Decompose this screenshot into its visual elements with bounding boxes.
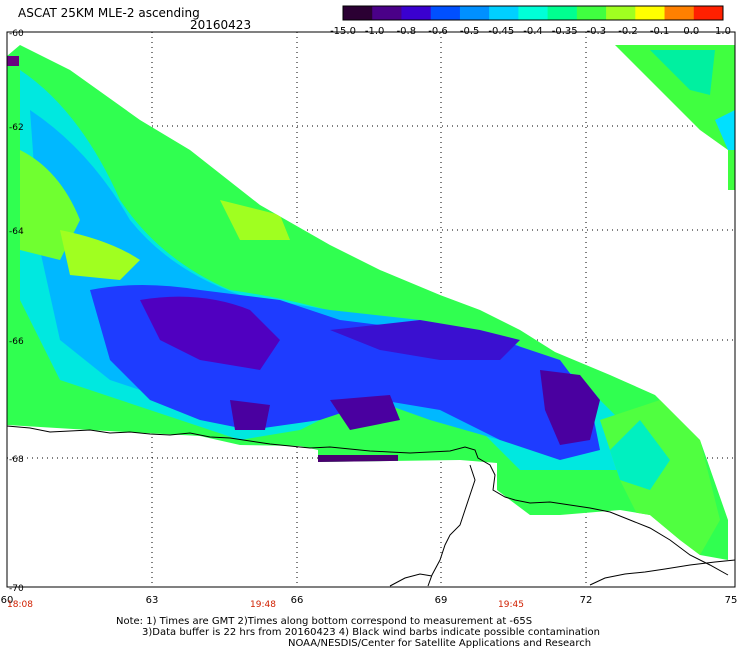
colorbar-swatch xyxy=(401,6,432,20)
colorbar-swatch xyxy=(693,6,724,20)
x-tick-label: 75 xyxy=(725,595,738,606)
x-tick-label: 72 xyxy=(580,595,593,606)
footnote-line-3: NOAA/NESDIS/Center for Satellite Applica… xyxy=(288,638,592,649)
colorbar-label: -0.2 xyxy=(618,26,638,37)
colorbar: -15.0 -1.0 -0.8 -0.6 -0.5 -0.45 -0.4 -0.35 -0.3-… xyxy=(330,5,731,37)
colorbar-frame xyxy=(342,5,724,21)
pass-time-label: 19:48 xyxy=(250,600,276,610)
colorbar-swatch xyxy=(430,6,461,20)
x-tick-label: 63 xyxy=(146,595,159,606)
colorbar-swatch xyxy=(547,6,578,20)
colorbar-swatch xyxy=(489,6,519,20)
pass-time-label: 19:45 xyxy=(498,600,524,610)
colorbar-label: -0.35 xyxy=(552,26,578,37)
map-date: 20160423 xyxy=(190,18,252,32)
wind-swath xyxy=(7,45,728,560)
colorbar-label: -15.0 xyxy=(330,26,356,37)
map-title: ASCAT 25KM MLE-2 ascending xyxy=(18,6,200,20)
colorbar-swatch xyxy=(459,6,490,20)
y-tick-label: -68 xyxy=(9,455,24,465)
axis-ticks: 60 63 66 69 72 75 -60 -62 -64 -66 -68 -70 18:08 19:48… xyxy=(1,29,738,610)
colorbar-label: -0.6 xyxy=(428,26,448,37)
colorbar-swatch xyxy=(518,6,549,20)
colorbar-label: -0.1 xyxy=(650,26,670,37)
colorbar-label: -0.45 xyxy=(488,26,514,37)
antarctic-coastline xyxy=(6,425,736,587)
colorbar-swatch xyxy=(343,6,373,20)
y-tick-label: -62 xyxy=(9,123,24,133)
footnote-line-2: 3)Data buffer is 22 hrs from 20160423 4)… xyxy=(142,627,600,638)
colorbar-label: -0.5 xyxy=(460,26,480,37)
northeast-swath-patch xyxy=(615,45,735,190)
x-tick-label: 60 xyxy=(1,595,14,606)
plot-frame xyxy=(6,31,736,588)
colorbar-swatch xyxy=(664,6,695,20)
y-tick-label: -66 xyxy=(9,337,24,347)
pass-time-label: 18:08 xyxy=(7,600,33,610)
colorbar-swatch xyxy=(576,6,607,20)
y-tick-label: -64 xyxy=(9,227,24,237)
x-tick-label: 69 xyxy=(435,595,448,606)
footnote-line-1: Note: 1) Times are GMT 2)Times along bot… xyxy=(116,616,533,627)
colorbar-label: -1.0 xyxy=(365,26,385,37)
colorbar-label: 0.0 xyxy=(683,26,699,37)
colorbar-label: -0.3 xyxy=(587,26,607,37)
y-tick-label: -60 xyxy=(9,29,24,39)
colorbar-swatch xyxy=(635,6,666,20)
colorbar-label: -0.4 xyxy=(523,26,543,37)
colorbar-label: 1.0 xyxy=(715,26,731,37)
colorbar-swatch xyxy=(606,6,636,20)
x-tick-label: 66 xyxy=(291,595,304,606)
y-tick-label: -70 xyxy=(9,584,24,594)
colorbar-label: -0.8 xyxy=(397,26,417,37)
colorbar-swatch xyxy=(372,6,402,20)
